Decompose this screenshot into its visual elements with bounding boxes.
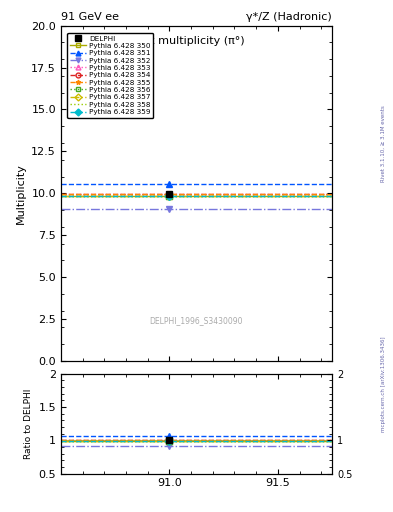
Bar: [61, 439, 332, 441]
Text: Rivet 3.1.10, ≥ 3.1M events: Rivet 3.1.10, ≥ 3.1M events: [381, 105, 386, 182]
Legend: DELPHI, Pythia 6.428 350, Pythia 6.428 351, Pythia 6.428 352, Pythia 6.428 353, : DELPHI, Pythia 6.428 350, Pythia 6.428 3…: [67, 33, 153, 118]
Text: mcplots.cern.ch [arXiv:1306.3436]: mcplots.cern.ch [arXiv:1306.3436]: [381, 336, 386, 432]
Y-axis label: Multiplicity: Multiplicity: [16, 163, 26, 224]
Text: DELPHI_1996_S3430090: DELPHI_1996_S3430090: [150, 316, 243, 325]
Text: π multiplicity (π°): π multiplicity (π°): [148, 36, 245, 46]
Text: 91 GeV ee: 91 GeV ee: [61, 11, 119, 22]
Text: γ*/Z (Hadronic): γ*/Z (Hadronic): [246, 11, 332, 22]
Y-axis label: Ratio to DELPHI: Ratio to DELPHI: [24, 389, 33, 459]
